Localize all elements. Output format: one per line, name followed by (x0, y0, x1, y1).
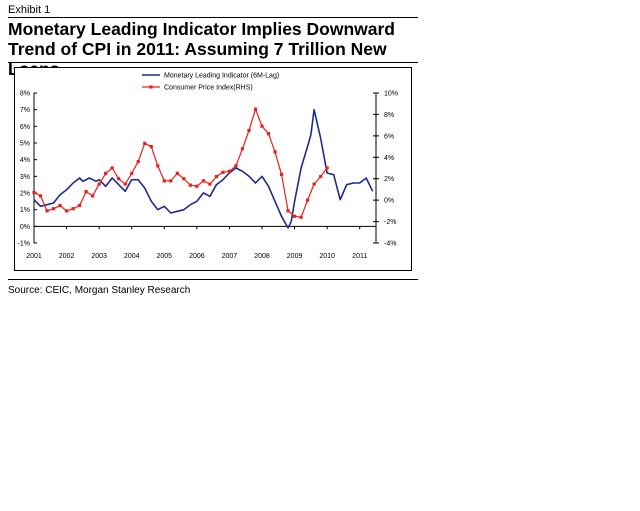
series-point (266, 132, 271, 136)
axes: 8% 7% 6% 5% 4% 3% 2% 1% 0% -1% 10% 8% 6% 4% 2% 0% -2% -4%… (18, 91, 398, 261)
series-point (201, 179, 205, 183)
left-axis-tick-label: 2% (20, 191, 30, 198)
series-point (123, 182, 127, 186)
series-point (182, 177, 186, 181)
series-point (97, 182, 101, 186)
right-axis-tick-label: 4% (384, 155, 394, 162)
series-point (234, 164, 238, 168)
right-axis-tick-label: -2% (384, 219, 396, 226)
series-point (188, 183, 192, 187)
series-point (156, 164, 160, 168)
bottom-rule (8, 279, 418, 280)
right-axis-tick-label: 0% (384, 198, 394, 205)
title-rule (8, 62, 418, 63)
right-axis-tick-label: 8% (384, 112, 394, 119)
x-axis-tick-label: 2004 (124, 253, 140, 260)
x-axis-tick-label: 2001 (26, 253, 42, 260)
series-line-1 (33, 108, 374, 229)
series-point (195, 184, 199, 188)
legend-swatch-marker (149, 85, 153, 89)
x-axis-tick-label: 2005 (156, 253, 172, 260)
series-point (253, 107, 258, 111)
top-rule (8, 17, 418, 18)
x-axis-tick-label: 2007 (222, 253, 238, 260)
series-point (221, 170, 225, 174)
x-axis-tick-label: 2010 (319, 253, 335, 260)
series-point (240, 147, 245, 151)
x-axis-tick-label: 2003 (91, 253, 107, 260)
chart-frame (14, 67, 412, 271)
right-axis-tick-label: 6% (384, 133, 394, 140)
right-axis-tick-label: -4% (384, 241, 396, 248)
series-point (71, 207, 75, 211)
series-point (136, 159, 140, 164)
series-point (325, 166, 329, 170)
left-axis-tick-label: 6% (20, 124, 30, 131)
left-axis-tick-label: 3% (20, 174, 30, 181)
series-point (45, 209, 49, 213)
series-point (78, 203, 82, 208)
series-point (143, 141, 147, 145)
series-point (51, 207, 56, 211)
x-axis-tick-label: 2006 (189, 253, 205, 260)
right-axis-tick-label: 10% (384, 91, 398, 98)
title-line-1: Monetary Leading Indicator Implies Downw… (8, 19, 395, 39)
left-axis-tick-label: 8% (20, 91, 30, 98)
left-axis-tick-label: 5% (20, 141, 30, 148)
series-point (292, 214, 297, 218)
series-point (260, 124, 264, 128)
legend: Monetary Leading Indicator (6M-Lag) Consu… (142, 73, 279, 92)
left-axis-tick-label: -1% (18, 241, 30, 248)
series-point (64, 209, 69, 213)
right-axis-tick-label: 2% (384, 176, 394, 183)
series-point (149, 144, 153, 149)
series-point (110, 166, 114, 170)
legend-entry-label: Consumer Price Index(RHS) (164, 85, 253, 92)
series-point (32, 191, 36, 195)
series-point (247, 128, 251, 133)
exhibit-label: Exhibit 1 (8, 4, 51, 16)
series-point (104, 171, 108, 175)
line-chart: 8% 7% 6% 5% 4% 3% 2% 1% 0% -1% 10% 8% 6% 4% 2% 0% -2% -4%… (14, 67, 412, 271)
series-point (38, 194, 43, 198)
series-point (227, 169, 232, 173)
series-point (273, 150, 277, 154)
series-point (117, 177, 121, 181)
series-point (84, 189, 88, 194)
source-note: Source: CEIC, Morgan Stanley Research (8, 285, 191, 296)
series-point (162, 179, 166, 183)
series-layer (32, 107, 374, 229)
x-axis-tick-label: 2009 (287, 253, 303, 260)
series-line-2 (33, 108, 328, 218)
x-axis-tick-label: 2011 (352, 253, 367, 260)
series-point (58, 203, 62, 208)
series-point (306, 198, 310, 202)
series-point (169, 179, 173, 183)
series-point (208, 182, 212, 186)
series-point (91, 194, 95, 198)
left-axis-tick-label: 7% (20, 107, 30, 114)
left-axis-tick-label: 4% (20, 157, 30, 164)
series-point (299, 215, 303, 219)
series-point (214, 174, 218, 179)
left-axis-tick-label: 1% (20, 207, 30, 214)
left-axis-tick-label: 0% (20, 224, 30, 231)
series-point (130, 171, 134, 175)
x-axis-tick-label: 2002 (59, 253, 75, 260)
series-point (312, 182, 316, 186)
series-point (286, 209, 290, 213)
series-point (279, 172, 284, 177)
legend-entry-label: Monetary Leading Indicator (6M-Lag) (164, 73, 279, 80)
series-point (319, 174, 323, 179)
series-point (175, 171, 179, 175)
x-axis-tick-label: 2008 (254, 253, 270, 260)
